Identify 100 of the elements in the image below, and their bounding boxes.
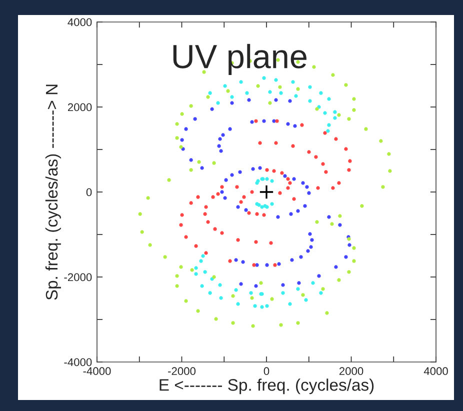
y-tick-label: 4000	[68, 18, 92, 26]
point	[223, 84, 227, 88]
point	[199, 259, 203, 263]
point	[219, 296, 223, 300]
point	[220, 185, 224, 189]
point	[337, 181, 341, 185]
point	[274, 141, 278, 145]
point	[194, 266, 198, 270]
point	[216, 101, 220, 105]
point	[216, 192, 220, 196]
point	[319, 291, 323, 295]
x-tick-label: 0	[264, 367, 270, 376]
point	[242, 195, 246, 199]
point	[286, 186, 290, 190]
point	[203, 270, 207, 274]
point	[291, 80, 295, 84]
point	[235, 185, 239, 189]
x-tick-label: 2000	[339, 367, 364, 376]
point	[239, 200, 243, 204]
x-tick-label: 4000	[424, 367, 448, 376]
point	[333, 110, 337, 114]
point	[314, 155, 318, 159]
x-axis-title: E <------- Sp. freq. (cycles/as)	[160, 378, 374, 394]
y-tick-label: 2000	[68, 103, 92, 112]
point	[228, 259, 232, 263]
point	[304, 298, 308, 302]
point	[288, 302, 292, 306]
point	[230, 95, 234, 99]
y-axis-title: Sp. freq. (cycles/as) -------> N	[45, 84, 61, 300]
point	[254, 240, 258, 244]
point	[204, 205, 208, 209]
point	[265, 304, 269, 308]
point	[286, 177, 290, 181]
point	[273, 263, 277, 267]
point	[260, 205, 264, 209]
point	[291, 144, 295, 148]
point	[258, 141, 262, 145]
point	[260, 305, 264, 309]
point	[308, 85, 312, 89]
point	[344, 147, 348, 151]
point	[213, 227, 217, 231]
point	[189, 201, 193, 205]
point	[179, 223, 183, 227]
point	[265, 177, 269, 181]
text: UV plane	[173, 44, 306, 75]
point	[268, 90, 272, 94]
point	[194, 244, 198, 248]
point	[275, 119, 279, 123]
point	[254, 119, 258, 123]
point	[236, 238, 240, 242]
point	[348, 159, 352, 163]
point	[327, 97, 331, 101]
point	[347, 168, 351, 172]
point	[253, 304, 257, 308]
x-tick-label: -4000	[83, 367, 111, 376]
point	[296, 287, 300, 291]
point	[272, 169, 276, 173]
point	[300, 123, 304, 127]
point	[265, 168, 269, 172]
point	[255, 212, 259, 216]
point	[326, 129, 330, 133]
y-tick-label: 0	[86, 188, 92, 196]
point	[236, 302, 240, 306]
point	[200, 284, 204, 288]
point	[208, 91, 212, 95]
point	[311, 281, 315, 285]
point	[270, 202, 274, 206]
point	[247, 211, 251, 215]
point	[259, 184, 274, 200]
point	[327, 123, 331, 127]
x-tick-label: -2000	[168, 367, 196, 376]
point	[262, 213, 266, 217]
point	[280, 171, 284, 175]
point	[220, 231, 224, 235]
point	[206, 220, 210, 224]
point	[249, 291, 253, 295]
point	[281, 291, 285, 295]
point	[218, 283, 222, 287]
point	[234, 288, 238, 292]
point	[323, 131, 327, 135]
point	[319, 91, 323, 95]
point	[308, 99, 312, 103]
point	[239, 80, 243, 84]
point	[201, 254, 205, 258]
point	[262, 76, 266, 80]
point	[294, 94, 298, 98]
point	[211, 195, 215, 199]
point	[208, 291, 212, 295]
point	[288, 181, 292, 185]
point	[323, 111, 327, 115]
point	[184, 235, 188, 239]
point	[333, 116, 337, 120]
point	[269, 241, 273, 245]
point	[194, 272, 198, 276]
point	[321, 162, 325, 166]
point	[278, 191, 282, 195]
point	[274, 78, 278, 82]
point	[307, 150, 311, 154]
point	[316, 186, 320, 190]
point	[252, 263, 256, 267]
